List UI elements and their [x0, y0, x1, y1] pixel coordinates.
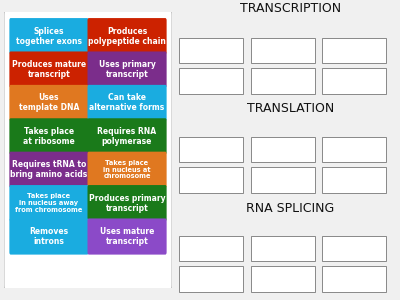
FancyBboxPatch shape — [179, 236, 243, 261]
FancyBboxPatch shape — [9, 118, 88, 154]
FancyBboxPatch shape — [251, 266, 314, 292]
FancyBboxPatch shape — [88, 118, 167, 154]
FancyBboxPatch shape — [322, 68, 386, 94]
FancyBboxPatch shape — [251, 38, 314, 63]
FancyBboxPatch shape — [9, 18, 88, 54]
FancyBboxPatch shape — [251, 136, 314, 162]
Text: Produces mature
transcript: Produces mature transcript — [12, 60, 86, 79]
FancyBboxPatch shape — [179, 136, 243, 162]
FancyBboxPatch shape — [9, 85, 88, 121]
FancyBboxPatch shape — [322, 38, 386, 63]
Text: Splices
together exons: Splices together exons — [16, 27, 82, 46]
FancyBboxPatch shape — [179, 38, 243, 63]
FancyBboxPatch shape — [4, 9, 172, 291]
Text: Removes
introns: Removes introns — [29, 227, 68, 246]
FancyBboxPatch shape — [88, 218, 167, 255]
FancyBboxPatch shape — [322, 136, 386, 162]
FancyBboxPatch shape — [88, 185, 167, 221]
Text: Produces primary
transcript: Produces primary transcript — [89, 194, 165, 213]
Text: Can take
alternative forms: Can take alternative forms — [90, 93, 165, 112]
FancyBboxPatch shape — [88, 85, 167, 121]
FancyBboxPatch shape — [322, 236, 386, 261]
Text: Uses mature
transcript: Uses mature transcript — [100, 227, 154, 246]
FancyBboxPatch shape — [9, 52, 88, 88]
Text: Requires RNA
polymerase: Requires RNA polymerase — [98, 127, 157, 146]
Text: RNA SPLICING: RNA SPLICING — [246, 202, 335, 214]
Text: Takes place
at ribosome: Takes place at ribosome — [23, 127, 75, 146]
Text: Takes place
in nucleus away
from chromosome: Takes place in nucleus away from chromos… — [15, 194, 83, 213]
Text: TRANSCRIPTION: TRANSCRIPTION — [240, 2, 341, 15]
FancyBboxPatch shape — [251, 167, 314, 193]
FancyBboxPatch shape — [179, 68, 243, 94]
FancyBboxPatch shape — [9, 152, 88, 188]
Text: Requires tRNA to
bring amino acids: Requires tRNA to bring amino acids — [10, 160, 88, 179]
Text: Takes place
in nucleus at
chromosome: Takes place in nucleus at chromosome — [103, 160, 151, 179]
Text: TRANSLATION: TRANSLATION — [247, 103, 334, 116]
Text: Uses
template DNA: Uses template DNA — [19, 93, 79, 112]
FancyBboxPatch shape — [251, 68, 314, 94]
FancyBboxPatch shape — [88, 152, 167, 188]
FancyBboxPatch shape — [9, 218, 88, 255]
FancyBboxPatch shape — [322, 167, 386, 193]
FancyBboxPatch shape — [9, 185, 88, 221]
FancyBboxPatch shape — [88, 18, 167, 54]
Text: Uses primary
transcript: Uses primary transcript — [99, 60, 156, 79]
FancyBboxPatch shape — [251, 236, 314, 261]
Text: Produces
polypeptide chain: Produces polypeptide chain — [88, 27, 166, 46]
FancyBboxPatch shape — [322, 266, 386, 292]
FancyBboxPatch shape — [88, 52, 167, 88]
FancyBboxPatch shape — [179, 167, 243, 193]
FancyBboxPatch shape — [179, 266, 243, 292]
